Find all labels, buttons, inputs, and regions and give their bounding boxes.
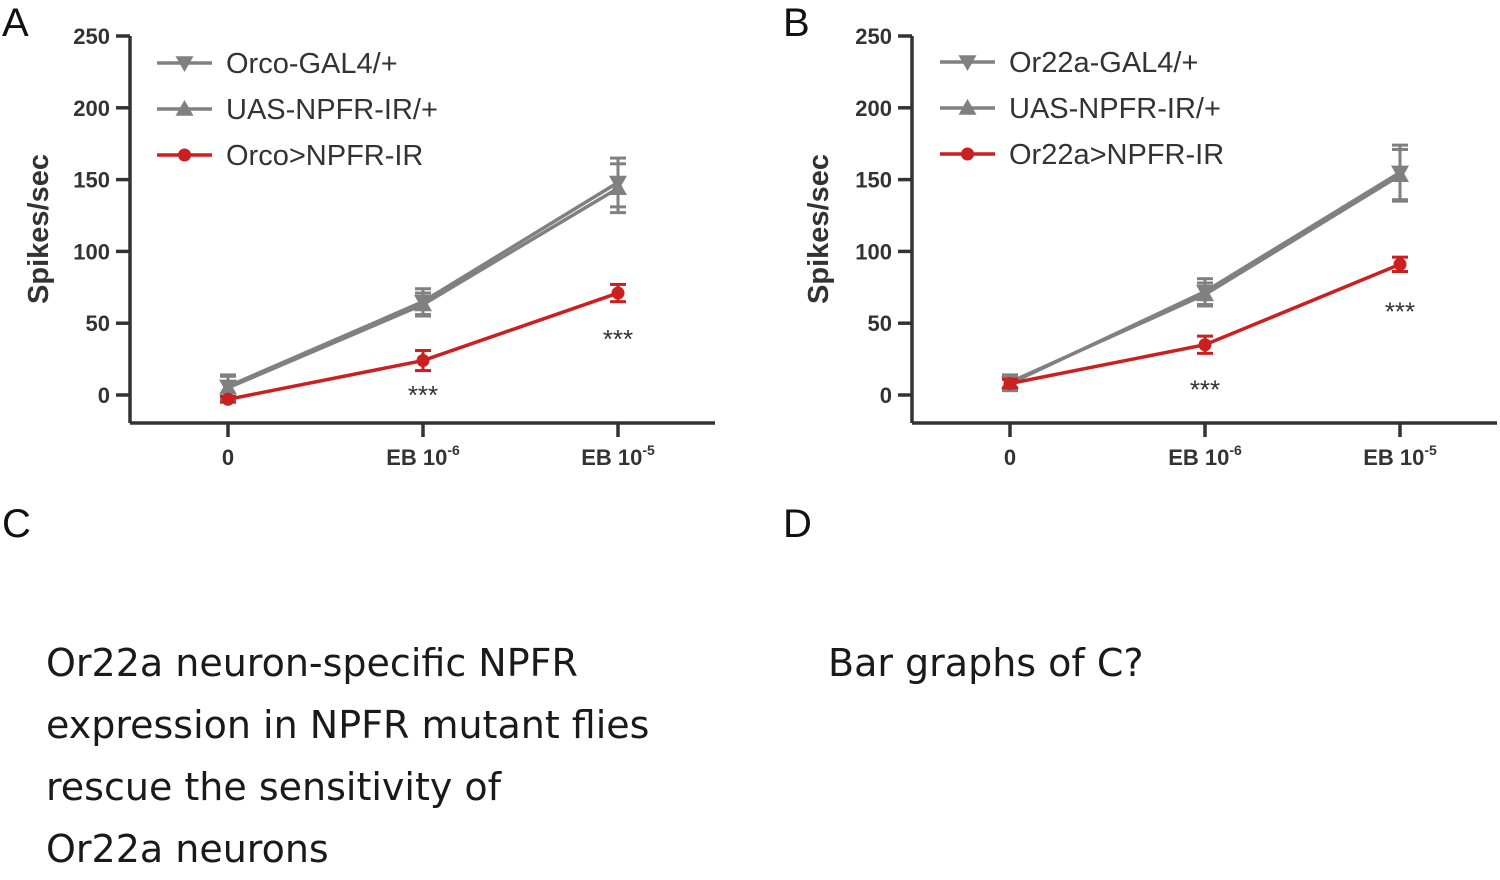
panel-b-x-tick-superscript: -5 (1424, 442, 1437, 458)
panel-b-data-point (1198, 338, 1212, 352)
panel-b-y-axis-label: Spikes/sec (803, 154, 835, 304)
panel-b-legend-label: UAS-NPFR-IR/+ (1009, 93, 1221, 125)
panel-b-data-point (1196, 285, 1214, 302)
panel-a-legend-item-1: UAS-NPFR-IR/+ (157, 94, 438, 126)
chart-panel-b: 0 50 100 150 200 250 0 EB 10-6 EB 10-5 Spikes/sec… (803, 24, 1497, 470)
panel-b-legend-label: Or22a>NPFR-IR (1009, 139, 1224, 171)
panel-b-legend-marker (958, 99, 977, 115)
panel-a-y-tick-label: 250 (73, 24, 110, 49)
panel-b-y-tick-label: 150 (855, 168, 892, 193)
panel-b-legend-item-0: Or22a-GAL4/+ (940, 47, 1198, 79)
panel-b-legend-item-2: Or22a>NPFR-IR (940, 139, 1224, 171)
panel-a-legend-item-2: Orco>NPFR-IR (157, 140, 423, 172)
panel-b-y-tick-label: 250 (855, 24, 892, 49)
panel-letter-b: B (783, 1, 810, 45)
panel-a-data-point (611, 286, 625, 300)
panel-a-y-tick-label: 100 (73, 239, 110, 264)
panel-a-y-axis-label: Spikes/sec (23, 154, 55, 304)
panel-b-significance-label: *** (1385, 297, 1415, 327)
panel-a-legend-marker (178, 148, 191, 162)
panel-letter-d: D (783, 502, 812, 546)
panel-a-y-tick-label: 0 (98, 383, 110, 408)
panel-a-legend-label: Orco>NPFR-IR (226, 140, 423, 172)
panel-letter-a: A (2, 1, 29, 45)
chart-panel-a: 0 50 100 150 200 250 0 EB 10-6 EB 10-5 Spikes/sec… (23, 24, 715, 470)
panel-b-data-point (1003, 377, 1017, 391)
panel-a-legend-marker (175, 56, 194, 72)
panel-a-series-2 (220, 282, 626, 406)
panel-a-significance-label: *** (603, 324, 633, 354)
panel-a-significance-label: *** (408, 380, 438, 410)
panel-a-y-tick-label: 50 (86, 311, 110, 336)
panel-a-x-tick-label: EB 10-5 (581, 442, 655, 470)
panel-b-legend-marker (958, 55, 977, 71)
panel-b-x-tick-superscript: -6 (1229, 442, 1242, 458)
panel-b-legend-marker (961, 147, 974, 161)
panel-letter-c: C (2, 502, 31, 546)
panel-b-data-point (1393, 257, 1407, 271)
panel-b-y-tick-label: 100 (855, 239, 892, 264)
panel-b-data-point (1391, 166, 1409, 183)
panel-c-text: Or22a neuron-specific NPFR expression in… (46, 641, 650, 871)
panel-b-x-tick-label: EB 10-5 (1363, 442, 1437, 470)
panel-a-x-tick-superscript: -6 (447, 442, 460, 458)
panel-b-legend-item-1: UAS-NPFR-IR/+ (940, 93, 1221, 125)
panel-b-legend-label: Or22a-GAL4/+ (1009, 47, 1198, 79)
panel-a-data-point (219, 378, 237, 395)
panel-b-significance-label: *** (1190, 374, 1220, 404)
panel-a-x-tick-label: 0 (222, 445, 234, 470)
panel-a-data-point (609, 179, 627, 195)
panel-a-legend-marker (175, 100, 194, 116)
panel-b-y-tick-label: 200 (855, 96, 892, 121)
panel-d-text: Bar graphs of C? (828, 641, 1144, 685)
panel-b-series-2 (1002, 255, 1408, 391)
panel-a-y-tick-label: 200 (73, 96, 110, 121)
panel-a-data-point (416, 354, 430, 368)
panel-a-data-point (221, 392, 235, 406)
panel-b-x-tick-label: EB 10-6 (1168, 442, 1242, 470)
panel-b-series-0 (1001, 143, 1409, 393)
panel-a-y-tick-label: 150 (73, 168, 110, 193)
panel-b-x-tick-label: 0 (1004, 445, 1016, 470)
panel-a-x-tick-superscript: -5 (642, 442, 655, 458)
panel-a-legend-label: Orco-GAL4/+ (226, 48, 398, 80)
panel-a-x-tick-label: EB 10-6 (386, 442, 460, 470)
panel-a-data-point (414, 295, 432, 312)
panel-a-legend-label: UAS-NPFR-IR/+ (226, 94, 438, 126)
panel-b-y-tick-label: 0 (880, 383, 892, 408)
panel-b-y-tick-label: 50 (868, 311, 892, 336)
panel-a-legend-item-0: Orco-GAL4/+ (157, 48, 398, 80)
